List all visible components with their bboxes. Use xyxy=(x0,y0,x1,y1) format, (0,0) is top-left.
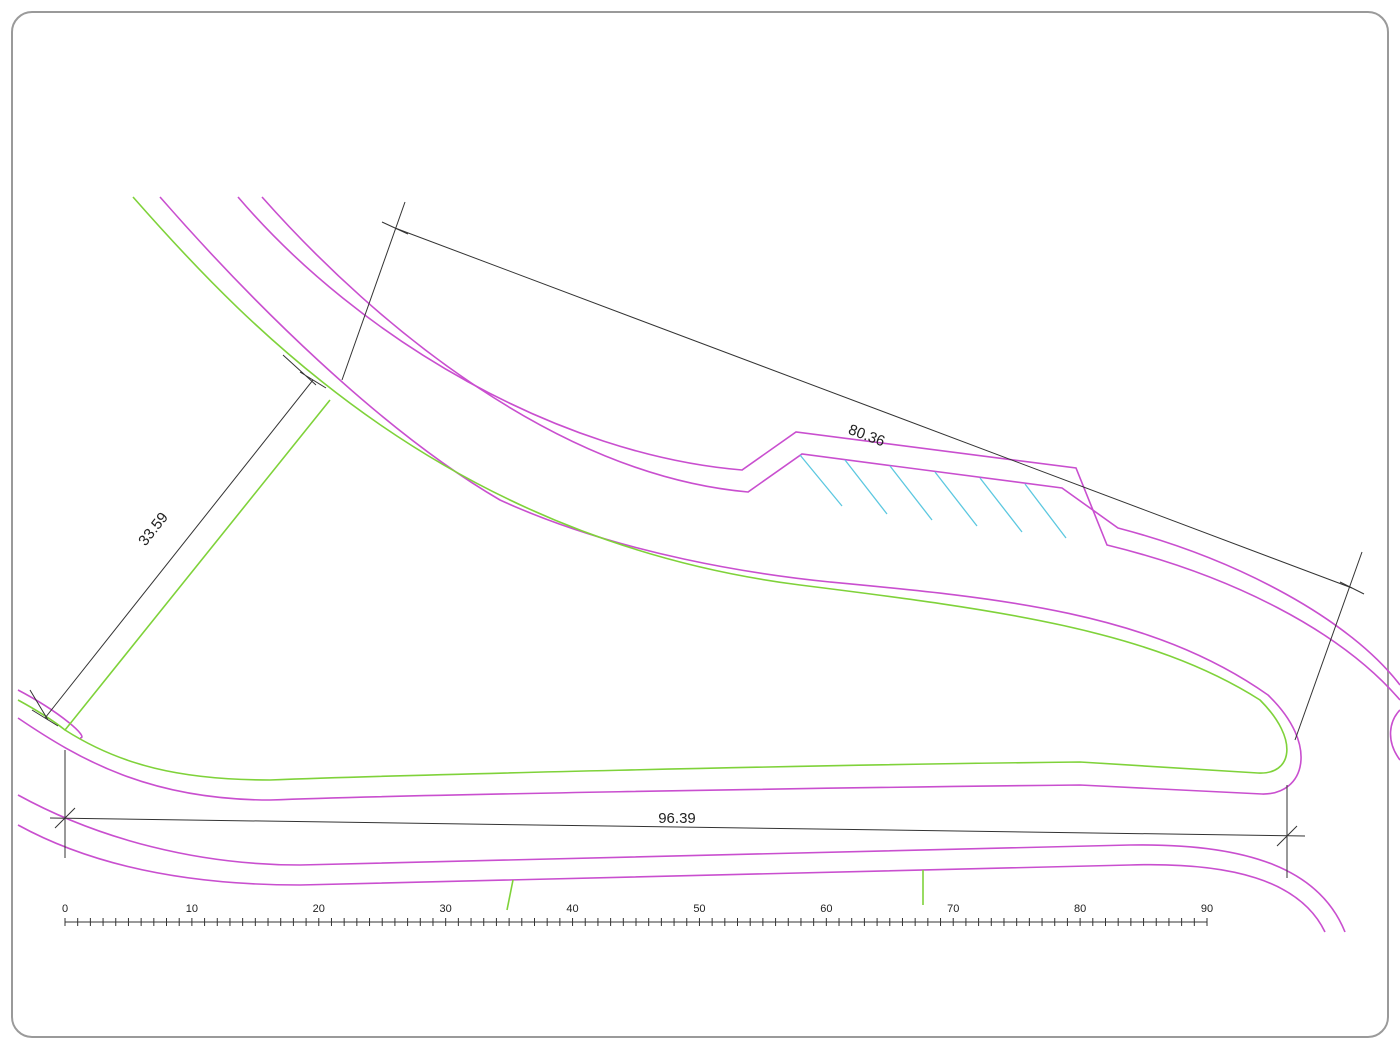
scale-label: 90 xyxy=(1201,903,1213,915)
scale-label: 10 xyxy=(186,903,198,915)
scale-label: 50 xyxy=(693,903,705,915)
roads xyxy=(17,196,1400,933)
scale-label: 30 xyxy=(440,903,452,915)
scale-label: 0 xyxy=(62,903,68,915)
scale-label: 40 xyxy=(566,903,578,915)
dimension-bottom: 96.39 xyxy=(658,810,696,827)
frame xyxy=(11,11,1389,1038)
scale-label: 80 xyxy=(1074,903,1086,915)
scale-label: 60 xyxy=(820,903,832,915)
dimension-lines xyxy=(29,201,1365,878)
hatching xyxy=(799,454,1067,539)
scale-label: 20 xyxy=(313,903,325,915)
scale-bar: 0 10 20 30 40 50 60 70 80 90 xyxy=(62,903,1213,926)
scale-label: 70 xyxy=(947,903,959,915)
